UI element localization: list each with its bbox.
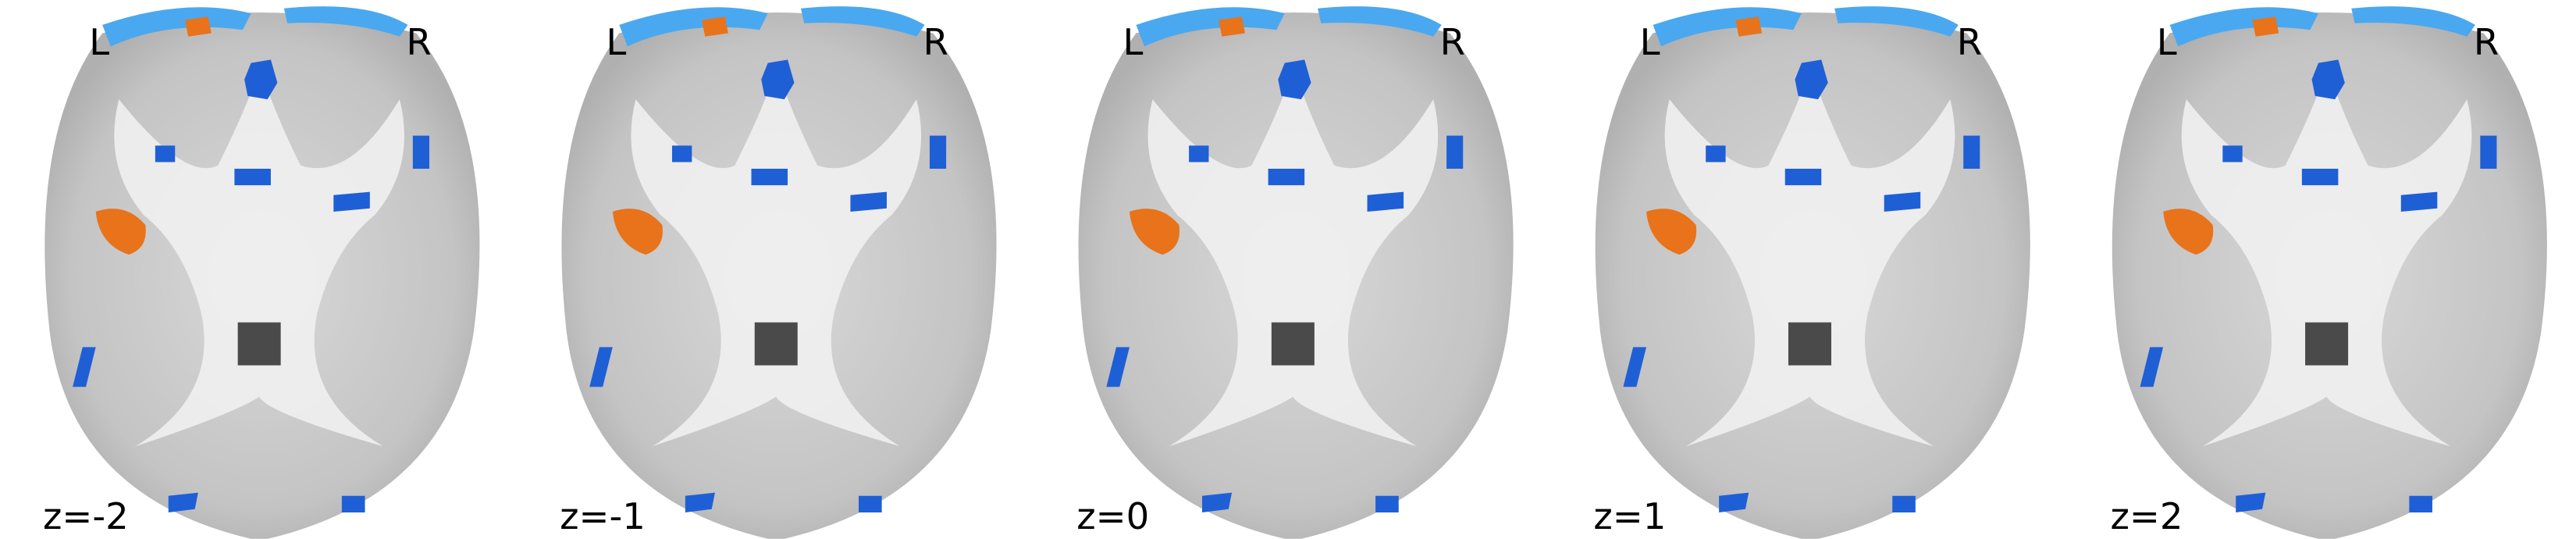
left-label: L [1123, 21, 1143, 63]
panel: L Rz=-1 [560, 6, 997, 539]
coord-label: z=2 [2110, 495, 2183, 537]
coord-label: z=0 [1076, 495, 1149, 537]
panel: L Rz=0 [1076, 6, 1514, 539]
right-label: R [2474, 21, 2499, 63]
right-label: R [406, 21, 431, 63]
brain-image [561, 6, 997, 539]
coord-label: z=-2 [43, 495, 129, 537]
panel: L Rz=2 [2110, 6, 2547, 539]
left-label: L [606, 21, 626, 63]
brain-image [44, 6, 480, 539]
left-label: L [2157, 21, 2177, 63]
coord-label: z=-1 [560, 495, 646, 537]
left-label: L [1640, 21, 1660, 63]
panel: L Rz=1 [1593, 6, 2030, 539]
brain-image [1078, 6, 1514, 539]
right-label: R [1957, 21, 1982, 63]
coord-label: z=1 [1593, 495, 1666, 537]
brain-image [1595, 6, 2030, 539]
panel: L Rz=-2 [43, 6, 480, 539]
brain-image [2112, 6, 2547, 539]
right-label: R [1440, 21, 1465, 63]
left-label: L [89, 21, 109, 63]
right-label: R [923, 21, 948, 63]
